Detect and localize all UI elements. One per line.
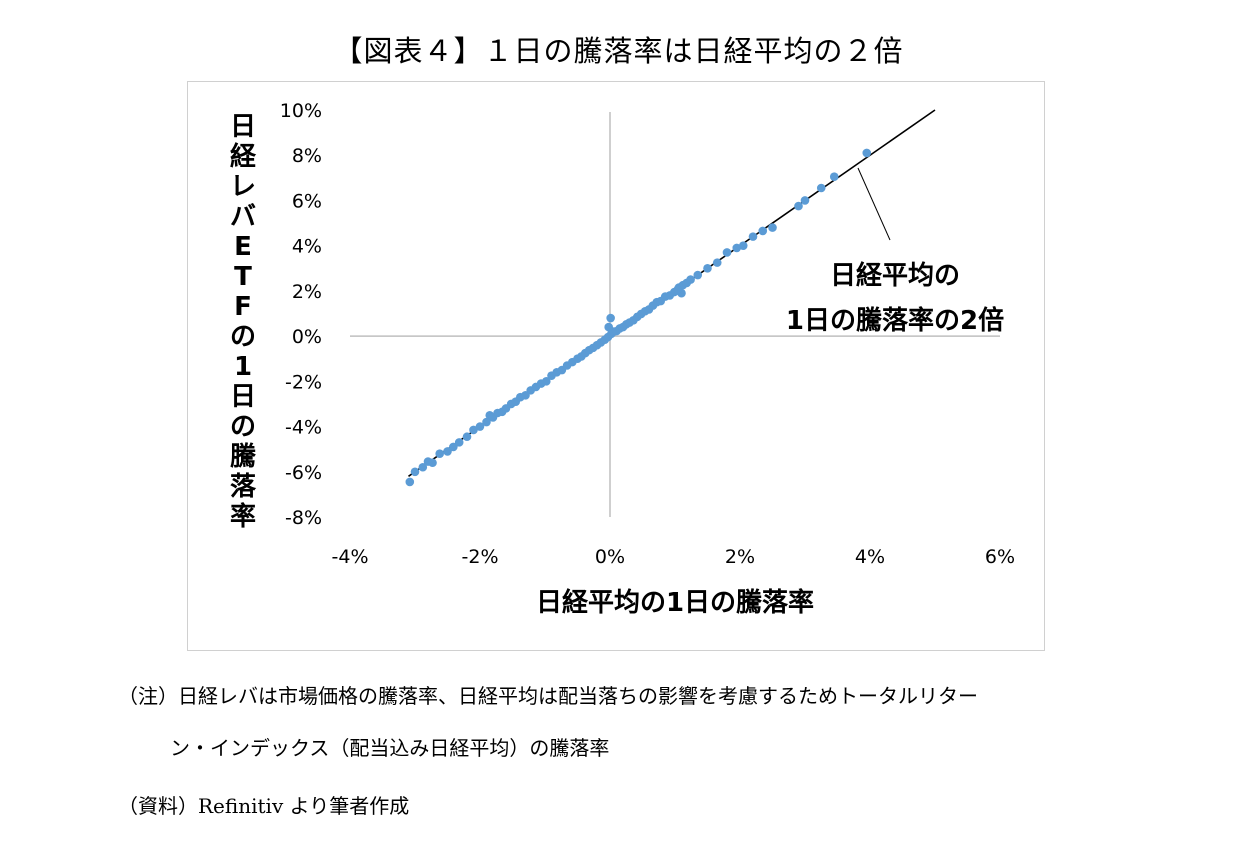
x-tick-label: -4% (332, 546, 369, 568)
x-tick-label: 0% (595, 546, 625, 568)
data-point (816, 183, 826, 193)
y-axis-label-char: F (234, 292, 252, 322)
data-point (800, 196, 810, 205)
data-point (405, 477, 415, 487)
y-axis-label-char: の (230, 412, 256, 442)
y-axis-label-char: レ (230, 172, 256, 202)
data-point (732, 243, 742, 253)
data-point (475, 422, 485, 431)
y-axis-label-char: E (234, 232, 252, 262)
data-point (469, 425, 478, 435)
y-axis-label-char: 経 (230, 141, 257, 172)
note-line-1: （注）日経レバは市場価格の騰落率、日経平均は配当落ちの影響を考慮するためトータル… (118, 684, 978, 708)
y-axis-label-char: T (234, 262, 252, 292)
y-tick-label: 10% (280, 100, 322, 122)
annotation-leader-line (857, 167, 891, 241)
y-axis-label-char: の (230, 322, 256, 352)
data-point (443, 447, 452, 456)
chart-frame (187, 81, 1045, 651)
y-axis-label-char: 落 (230, 472, 257, 502)
note-line-2: ン・インデックス（配当込み日経平均）の騰落率 (170, 736, 610, 760)
y-axis-label-char: 1 (234, 352, 252, 382)
y-tick-label: -2% (285, 371, 322, 393)
y-tick-label: -8% (285, 507, 322, 529)
data-point (454, 438, 464, 447)
y-tick-label: -4% (285, 417, 322, 439)
data-point (604, 322, 613, 332)
y-axis-label-char: バ (230, 202, 256, 232)
x-tick-label: 4% (855, 546, 885, 568)
data-point (673, 285, 682, 295)
data-point (768, 223, 777, 232)
data-point (428, 458, 437, 468)
data-point (693, 270, 703, 280)
data-point (462, 432, 472, 442)
data-point (449, 442, 458, 452)
annotation-line-1: 日経平均の (830, 260, 960, 291)
y-tick-label: 8% (292, 145, 322, 167)
data-point (418, 462, 428, 472)
y-tick-label: 0% (292, 326, 322, 348)
y-axis-label-char: 率 (230, 501, 256, 532)
data-point (435, 449, 445, 458)
y-tick-label: 2% (292, 281, 322, 303)
x-tick-label: -2% (462, 546, 499, 568)
data-point (482, 417, 491, 427)
y-tick-label: -6% (285, 462, 322, 484)
data-point (758, 226, 768, 236)
annotation-line-2: 1日の騰落率の2倍 (786, 305, 1004, 336)
data-point (542, 377, 551, 386)
y-axis-label-char: 騰 (230, 442, 256, 472)
y-axis-label-char: 日 (230, 112, 256, 142)
y-axis-label-char: 日 (230, 382, 256, 412)
y-tick-label: 4% (292, 236, 322, 258)
data-point (686, 275, 695, 284)
data-point (794, 201, 803, 211)
tick-labels: -4% -2% 0% 2% 4% 6% 10% 8% 6% 4% 2% 0% -2% -4% -6% -8% (280, 100, 1015, 568)
data-point (738, 241, 748, 250)
page-title: 【図表４】１日の騰落率は日経平均の２倍 (333, 34, 904, 68)
data-point (606, 313, 615, 323)
source-note: （資料）Refinitiv より筆者作成 (118, 794, 410, 818)
data-point (410, 467, 420, 477)
y-tick-label: 6% (292, 190, 322, 212)
data-point (862, 148, 872, 158)
data-points (405, 148, 872, 487)
x-tick-label: 2% (725, 546, 755, 568)
data-point (829, 172, 839, 182)
data-point (703, 263, 712, 273)
x-tick-label: 6% (985, 546, 1015, 568)
data-point (722, 248, 732, 257)
data-point (748, 232, 758, 241)
x-axis-label: 日経平均の1日の騰落率 (536, 587, 814, 618)
data-point (712, 258, 722, 267)
